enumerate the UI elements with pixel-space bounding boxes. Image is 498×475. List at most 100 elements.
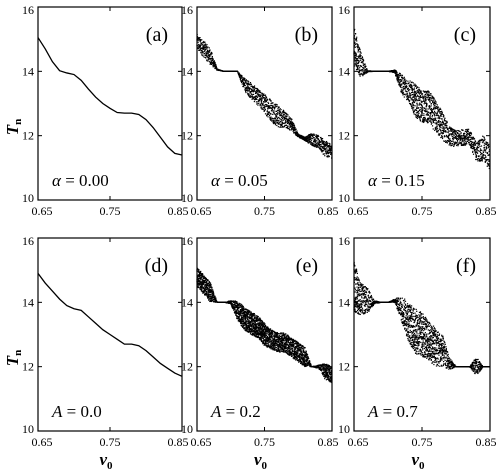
data-point xyxy=(480,149,482,151)
data-point xyxy=(294,133,297,135)
data-point xyxy=(469,134,471,137)
data-point xyxy=(469,136,471,138)
data-point xyxy=(199,277,201,279)
data-point xyxy=(277,126,279,128)
data-point xyxy=(321,143,323,145)
data-point xyxy=(482,151,485,153)
data-point xyxy=(283,110,285,112)
data-point xyxy=(362,75,364,77)
data-point xyxy=(260,324,262,327)
data-point xyxy=(473,138,476,140)
data-point xyxy=(419,117,421,119)
data-point xyxy=(254,316,256,318)
data-point xyxy=(454,135,457,138)
data-point xyxy=(438,124,440,126)
data-point xyxy=(234,302,236,304)
data-point xyxy=(251,314,253,316)
data-point xyxy=(258,330,260,333)
data-point xyxy=(246,316,248,318)
data-point xyxy=(457,143,459,146)
data-point xyxy=(273,112,276,114)
data-point xyxy=(205,286,208,288)
data-point xyxy=(487,145,489,147)
data-point xyxy=(420,91,422,93)
data-point xyxy=(433,114,436,116)
data-point xyxy=(269,107,271,109)
data-point xyxy=(412,88,414,90)
data-point xyxy=(290,129,293,131)
data-point xyxy=(267,328,269,330)
data-point xyxy=(461,129,463,131)
data-point xyxy=(278,119,280,122)
data-point xyxy=(274,344,276,346)
data-point xyxy=(197,41,199,43)
data-point xyxy=(360,65,363,68)
data-point xyxy=(198,271,200,273)
data-point xyxy=(240,77,242,79)
data-point xyxy=(296,130,298,132)
data-point xyxy=(438,119,440,122)
data-point xyxy=(207,58,209,60)
data-point xyxy=(476,148,478,150)
data-point xyxy=(259,323,261,325)
x-tick-label: 0.65 xyxy=(191,204,212,218)
data-point xyxy=(278,109,280,111)
data-point xyxy=(453,129,456,132)
data-point xyxy=(422,118,424,120)
data-point xyxy=(433,101,436,103)
data-point xyxy=(463,142,465,144)
data-point xyxy=(429,94,431,97)
data-point xyxy=(290,118,292,120)
data-point xyxy=(264,325,266,328)
data-point xyxy=(262,106,264,108)
data-point xyxy=(201,39,203,41)
data-point xyxy=(477,160,479,162)
data-point xyxy=(403,93,406,96)
data-point xyxy=(283,117,286,119)
data-point xyxy=(404,88,406,90)
data-point xyxy=(244,319,247,321)
data-point xyxy=(215,66,218,68)
data-point xyxy=(200,44,202,46)
data-point xyxy=(243,325,245,327)
data-point xyxy=(474,147,476,149)
data-point xyxy=(419,108,421,111)
data-point xyxy=(271,348,273,350)
data-point xyxy=(204,54,206,57)
data-point xyxy=(320,141,322,143)
x-axis-label: v0 xyxy=(99,450,113,472)
data-point xyxy=(244,329,246,331)
data-point xyxy=(441,132,443,134)
data-point xyxy=(482,155,484,157)
data-point xyxy=(469,138,471,141)
data-point xyxy=(322,147,324,150)
data-point xyxy=(324,148,327,150)
data-point xyxy=(264,94,267,96)
data-point xyxy=(263,334,265,336)
data-point xyxy=(431,97,433,99)
data-point xyxy=(453,145,455,147)
data-point xyxy=(478,142,480,144)
data-point xyxy=(489,163,491,165)
data-point xyxy=(463,135,465,137)
data-point xyxy=(306,140,308,142)
data-point xyxy=(449,133,451,135)
data-point xyxy=(419,96,421,98)
data-point xyxy=(398,81,400,83)
data-point xyxy=(242,309,244,312)
data-point xyxy=(411,81,413,83)
data-point xyxy=(423,120,425,123)
data-point xyxy=(251,313,253,315)
data-point xyxy=(252,97,254,99)
data-point xyxy=(234,306,236,308)
data-point xyxy=(242,327,245,329)
data-point xyxy=(271,102,273,104)
data-point xyxy=(397,77,400,79)
data-point xyxy=(353,37,355,39)
data-point xyxy=(253,334,255,336)
data-point xyxy=(292,125,294,127)
data-point xyxy=(247,87,249,89)
data-point xyxy=(241,314,243,316)
data-point xyxy=(363,67,365,69)
data-point xyxy=(486,162,489,164)
